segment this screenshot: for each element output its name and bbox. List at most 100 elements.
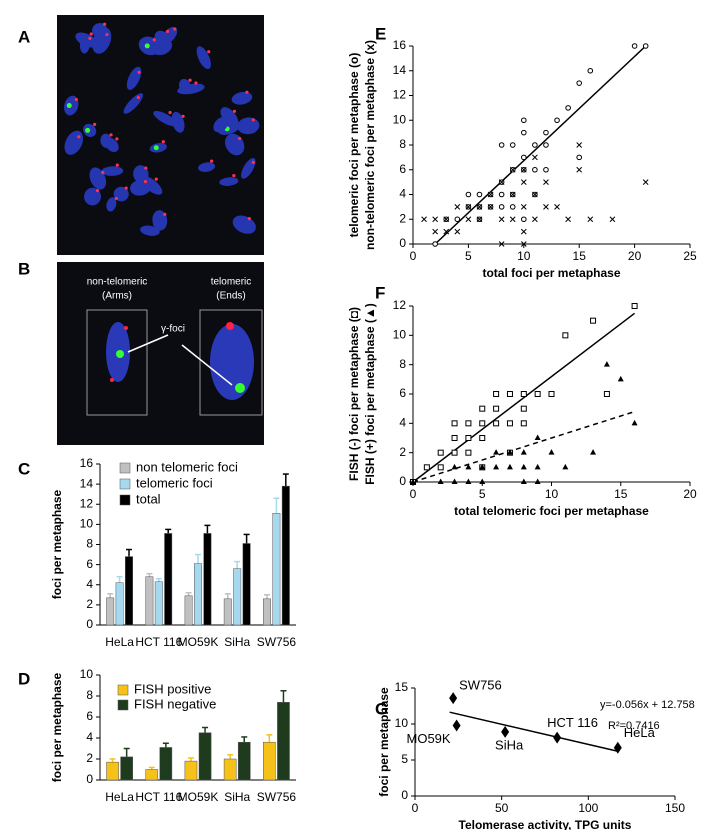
x-tick-label: SiHa [224,790,250,804]
x-tick-label: 5 [479,487,486,501]
focus [251,160,255,164]
point [532,166,538,173]
chromosome [154,30,171,44]
bar [203,533,212,626]
x-tick-label: 10 [545,487,559,501]
focus [168,110,172,115]
bar [194,563,202,626]
x-tick-label: SW756 [257,635,297,649]
x-tick-label: 100 [578,801,598,815]
y-tick-label: 6 [399,162,406,176]
trend-line [449,711,618,753]
point [501,725,510,738]
point [576,80,583,86]
focus [136,95,140,100]
bar [263,598,271,626]
point [437,464,444,471]
focus [144,166,148,170]
x-tick-label: 20 [683,487,697,501]
chromosome [196,46,211,70]
point [576,142,583,148]
focus [154,177,158,181]
y-tick-label: 0 [399,236,406,250]
y-tick-label: 10 [393,112,407,126]
point [520,204,527,210]
y-tick-label: 2 [399,445,406,459]
bar [125,556,133,626]
inset-box [199,309,263,416]
focus [115,163,119,167]
point [410,478,416,484]
focus [245,90,249,94]
focus [109,133,113,137]
y-tick-label: 4 [86,730,93,744]
focus [124,326,128,330]
bar [184,760,198,781]
annotation: R²=0.7416 [608,720,660,732]
point [432,241,438,247]
focus [110,378,114,382]
y-tick-label: 10 [393,328,407,342]
y-tick-label: 0 [401,788,408,802]
focus [137,70,141,74]
point [465,463,472,470]
legend-swatch [117,699,129,711]
point [449,692,458,705]
arrow [127,334,169,353]
point [479,478,486,484]
point [587,216,594,223]
focus [188,78,192,82]
point [534,391,541,397]
y-tick-label: 4 [399,416,406,430]
point [609,216,616,223]
point [631,419,638,426]
point [465,478,472,484]
panel-label: D [18,669,30,688]
point [479,435,486,441]
y-tick-label: 10 [395,716,409,730]
image-text: (Ends) [216,291,245,302]
point [509,191,516,198]
point [451,449,458,456]
chromosome [237,117,260,135]
y-tick-label: 0 [399,474,406,488]
bar [106,597,115,626]
point [565,216,571,223]
x-tick-label: 15 [614,487,628,501]
chromosome [84,187,102,206]
focus [207,50,211,54]
point [617,375,624,382]
y-tick-label: 12 [393,298,407,312]
focus [115,137,119,141]
point [631,303,638,309]
point [603,391,610,397]
point [479,405,486,412]
point [498,191,505,198]
point [590,449,597,455]
point [565,105,571,111]
x-tick-label: 50 [495,801,509,815]
point [534,434,541,440]
point [451,420,458,427]
x-tick-label: 20 [628,249,642,263]
bar [237,741,251,781]
y-tick-label: 4 [399,187,406,201]
focus [114,196,118,201]
point [498,142,505,148]
x-tick-label: MO59K [178,790,219,804]
x-tick-label: HeLa [105,790,134,804]
point [423,464,430,471]
focus [163,212,167,216]
y-tick-label: 12 [80,496,94,510]
point [432,228,439,235]
focus [161,140,165,144]
focus [95,188,100,193]
panel-label: G [375,699,388,718]
point [506,449,513,455]
y-axis-label: FISH (+) foci per metaphase (▲) [363,303,377,485]
chromosome [178,78,192,94]
focus [66,103,72,109]
point [451,435,458,441]
point [493,420,500,427]
y-tick-label: 8 [399,357,406,371]
